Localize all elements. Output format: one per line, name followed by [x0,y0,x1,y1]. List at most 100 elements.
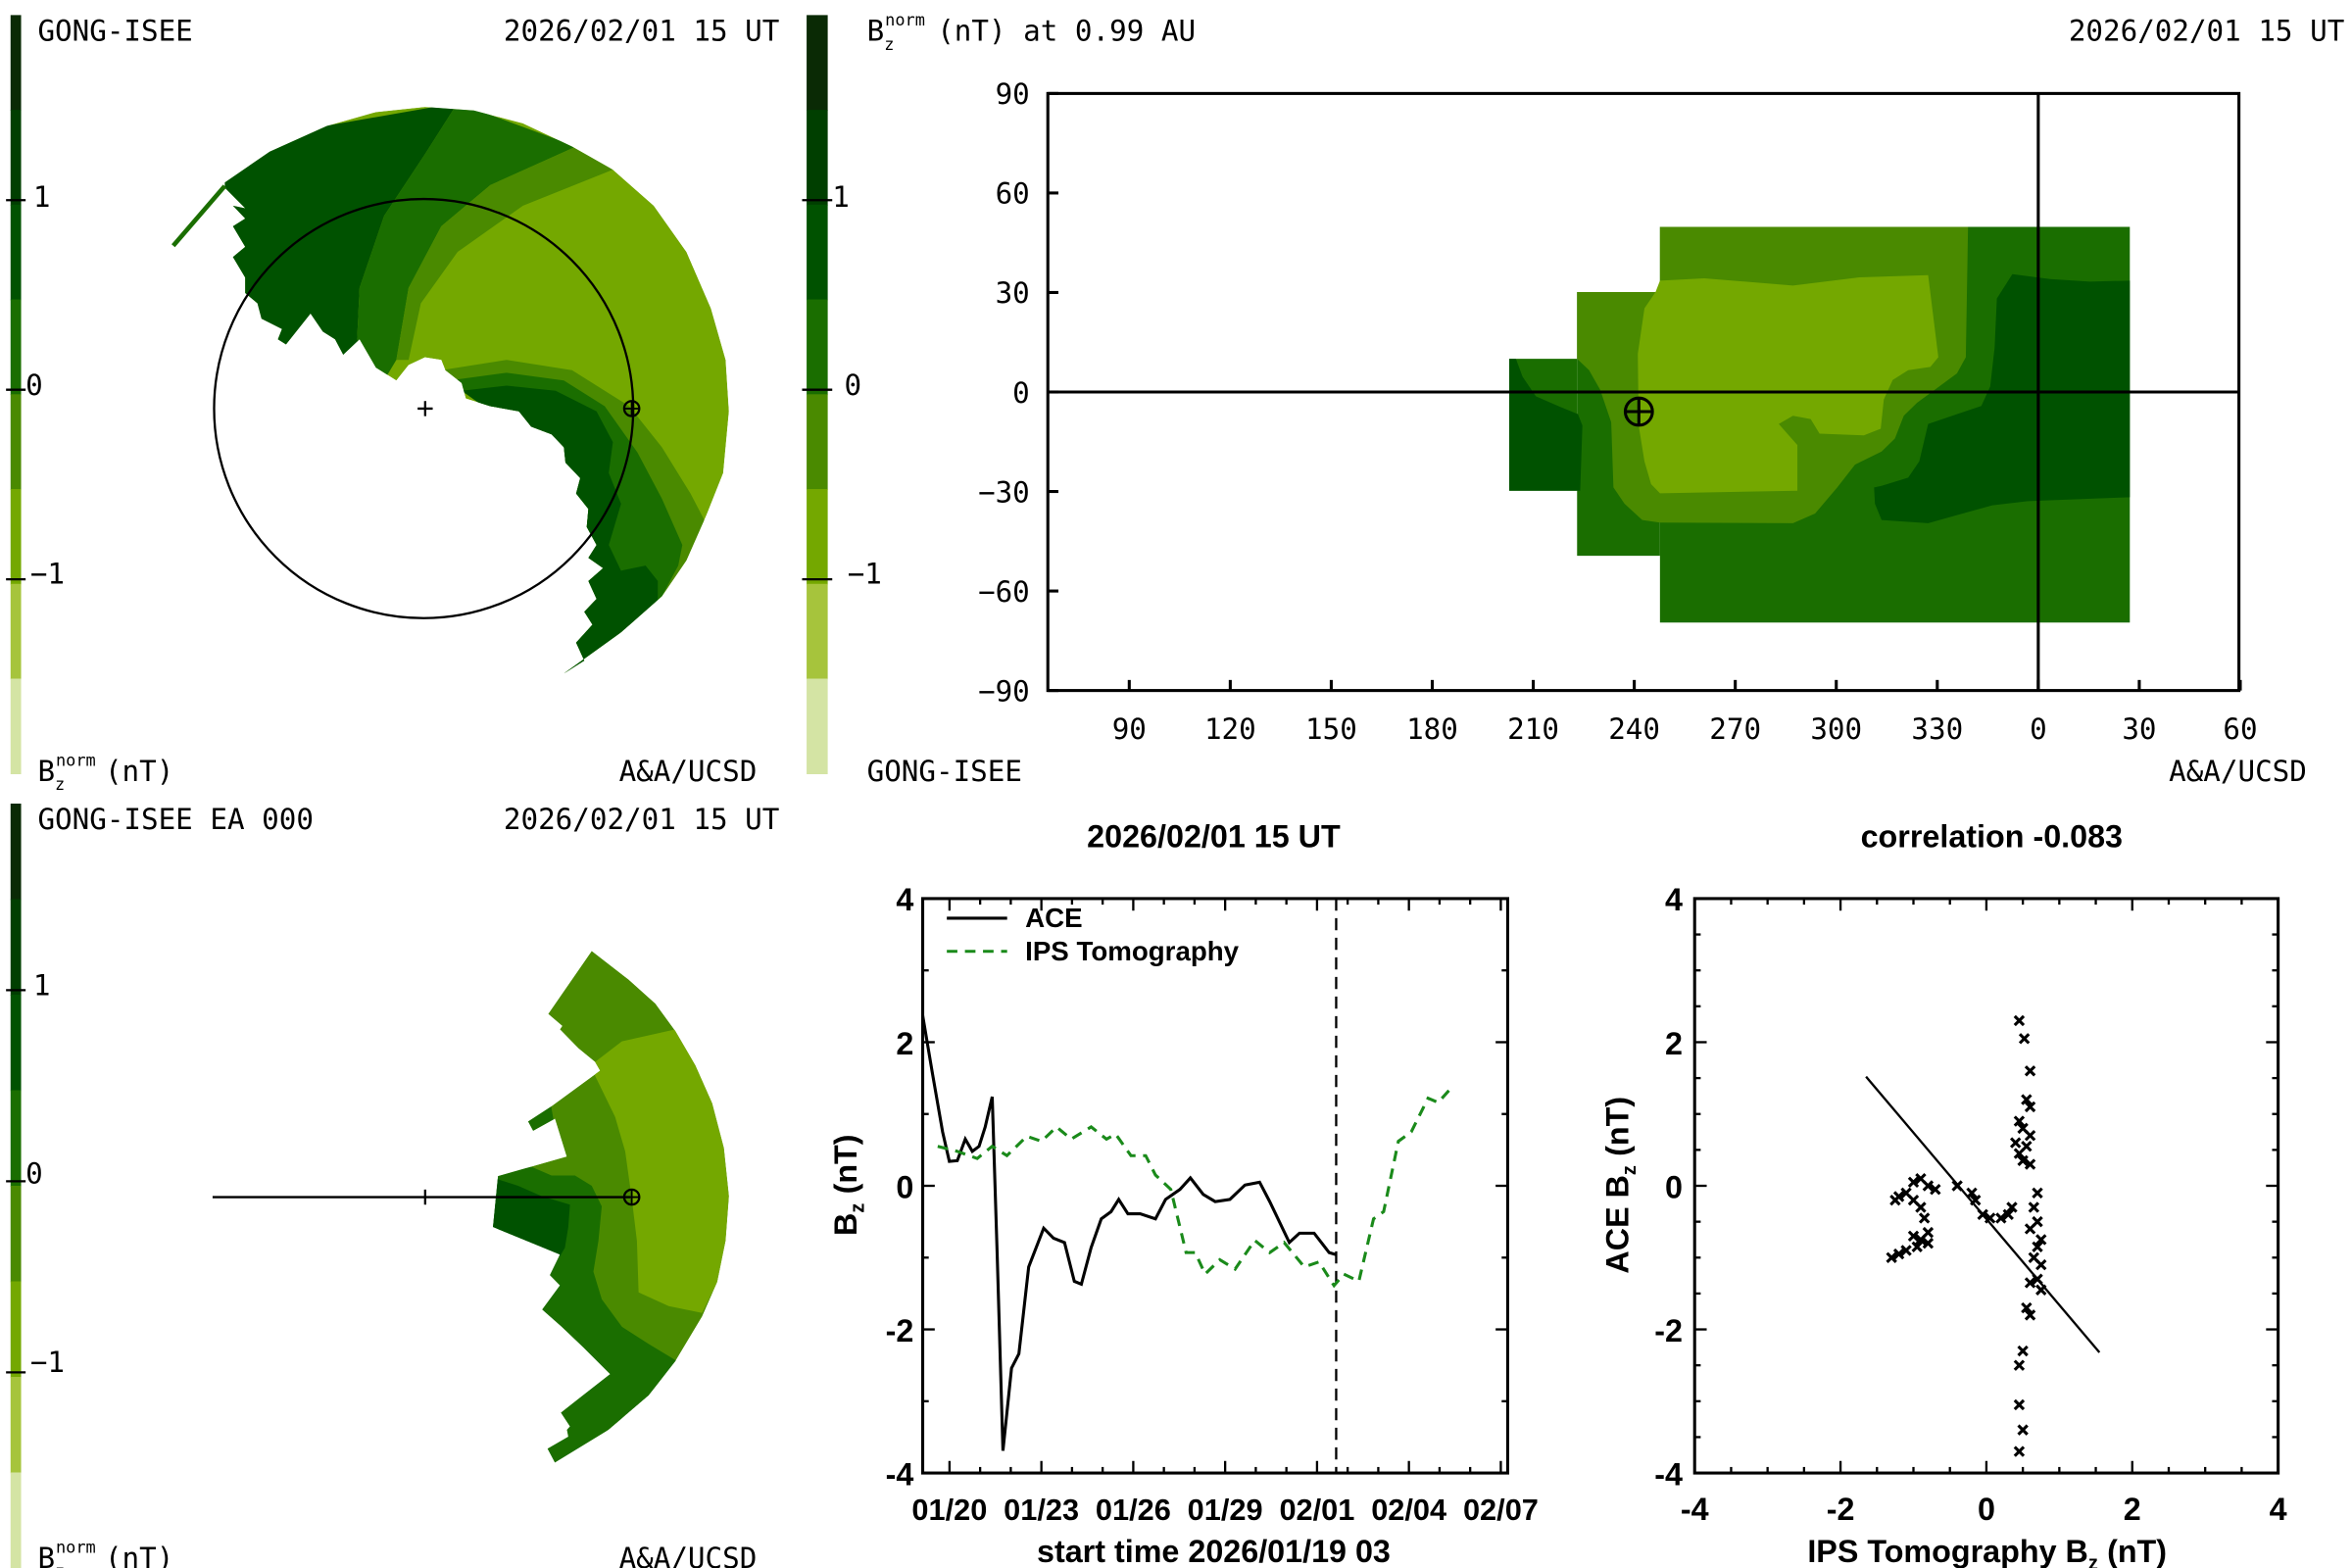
label-sup: norm [56,1538,96,1557]
scatter-point [2024,1130,2036,1142]
colorbar-swatch [10,899,22,996]
series-line-ips-tomography [937,1087,1452,1289]
contour-region [357,107,576,381]
scatter-point [2024,1065,2036,1077]
x-tick-label: 0 [2030,712,2047,746]
colorbar-swatch [10,394,22,490]
colorbar-tick-label: 0 [845,368,862,402]
scatter-point [2035,1234,2047,1246]
colorbar-swatch [807,110,828,206]
y-axis-label: Bz (nT) [828,1134,869,1236]
scatter-point [2009,1137,2022,1149]
x-tick-label: 150 [1305,712,1357,746]
panel-top-left: GONG-ISEE 2026/02/01 15 UT 1 0 −1 Bz norm… [6,15,779,794]
datetime-label: 2026/02/01 15 UT [504,803,779,836]
datetime-label: 2026/02/01 15 UT [504,15,779,48]
x-tick-label: 180 [1406,712,1458,746]
y-tick-label: 90 [996,77,1030,111]
scatter-point [2002,1208,2014,1221]
scatter-point [2024,1158,2036,1170]
scatter-point [1915,1172,1927,1185]
y-tick-label: 2 [1665,1026,1683,1061]
title-sup: norm [885,10,925,29]
contour-region [595,1029,729,1313]
y-tick-label: -4 [1654,1456,1683,1492]
scatter-point [1966,1187,1978,1200]
x-tick-label: 02/04 [1371,1493,1446,1527]
scatter-point [1951,1180,1963,1192]
scatter-point [2006,1201,2018,1213]
scatter-point [1892,1248,1905,1260]
scatter-point [2013,1115,2026,1127]
colorbar-bottom-left [6,804,26,1568]
y-label-unit: (nT) [828,1134,863,1194]
x-tick-label: 60 [2223,712,2257,746]
colorbar-swatch [10,15,22,111]
x-tick-label: 270 [1709,712,1761,746]
scatter-point [2024,1101,2036,1113]
scatter-point [2013,1148,2026,1159]
colorbar-swatch [10,204,22,301]
legend-label-ips: IPS Tomography [1025,936,1240,966]
x-tick-label: 02/07 [1463,1493,1539,1527]
label-sup: norm [56,751,96,770]
source-label: GONG-ISEE EA 000 [37,803,313,836]
scatter-chart: correlation -0.083 IPS Tomography Bz (nT)… [1600,819,2287,1568]
colorbar-top-left [6,15,26,774]
polar-view-top [172,107,729,674]
y-label-pre: ACE B [1600,1175,1636,1274]
panel-top-right: 1 0 −1 Bz norm (nT) at 0.99 AU 2026/02/01 … [802,10,2344,788]
scatter-point [2018,1033,2031,1045]
y-label-unit: (nT) [1600,1097,1636,1156]
scatter-point [2017,1154,2029,1167]
colorbar-tick-label: 1 [33,180,51,214]
y-tick-label: -2 [1654,1313,1683,1348]
x-tick-label: 0 [1978,1492,1995,1527]
title-base: B [867,15,885,48]
label-sub: z [55,1561,65,1568]
plot-frame [1692,897,2280,1475]
colorbar-swatch [807,583,828,680]
scatter-point [1907,1176,1920,1189]
panel-bottom-left: GONG-ISEE EA 000 2026/02/01 15 UT 1 0 −1… [6,803,779,1568]
colorbar-tick-label: 0 [25,1157,43,1191]
x-tick-label: 300 [1810,712,1862,746]
colorbar-swatch [807,204,828,301]
colorbar-swatch [10,1186,22,1283]
colorbar-tick-label: 1 [33,968,51,1002]
label-unit: (nT) [105,1542,173,1568]
y-tick-label: 4 [896,882,913,917]
x-tick-label: 01/23 [1004,1493,1079,1527]
y-tick-label: 2 [896,1026,913,1061]
scatter-point [1889,1194,1901,1206]
x-label-unit: (nT) [2107,1534,2167,1568]
colorbar-label: Bz norm (nT) [37,1538,173,1568]
synoptic-map: 90 120 150 180 210 240 270 300 330 0 30 609060300−3… [978,77,2258,746]
y-tick-label: −60 [978,575,1030,609]
title-sub: z [884,34,894,54]
colorbar-swatch [807,394,828,490]
scatter-point [1930,1183,1941,1196]
x-tick-label: 01/29 [1188,1493,1263,1527]
scatter-point [1886,1251,1897,1263]
y-tick-label: 0 [896,1169,913,1204]
x-tick-label: 210 [1507,712,1559,746]
scatter-plot-area: -4 4 -2 2 0 0 2 -2 4 -4 [1654,882,2286,1527]
scatter-point [2024,1277,2036,1289]
y-label-base: B [828,1213,863,1236]
sun-marker-icon [417,401,433,416]
x-label-pre: IPS Tomography B [1807,1534,2088,1568]
polar-contours [224,107,729,674]
scatter-point [2032,1187,2043,1200]
scatter-point [2017,1424,2029,1436]
scatter-point [1911,1241,1923,1252]
x-tick-label: 120 [1204,712,1256,746]
colorbar-tick-label: 0 [25,368,43,402]
x-tick-label: 2 [2124,1492,2141,1527]
y-tick-label: 4 [1665,882,1683,917]
legend: ACE IPS Tomography [947,903,1240,966]
colorbar-swatch [10,489,22,585]
x-label-sub: z [2088,1553,2098,1568]
y-tick-label: −90 [978,674,1030,708]
label-base: B [37,1542,55,1568]
